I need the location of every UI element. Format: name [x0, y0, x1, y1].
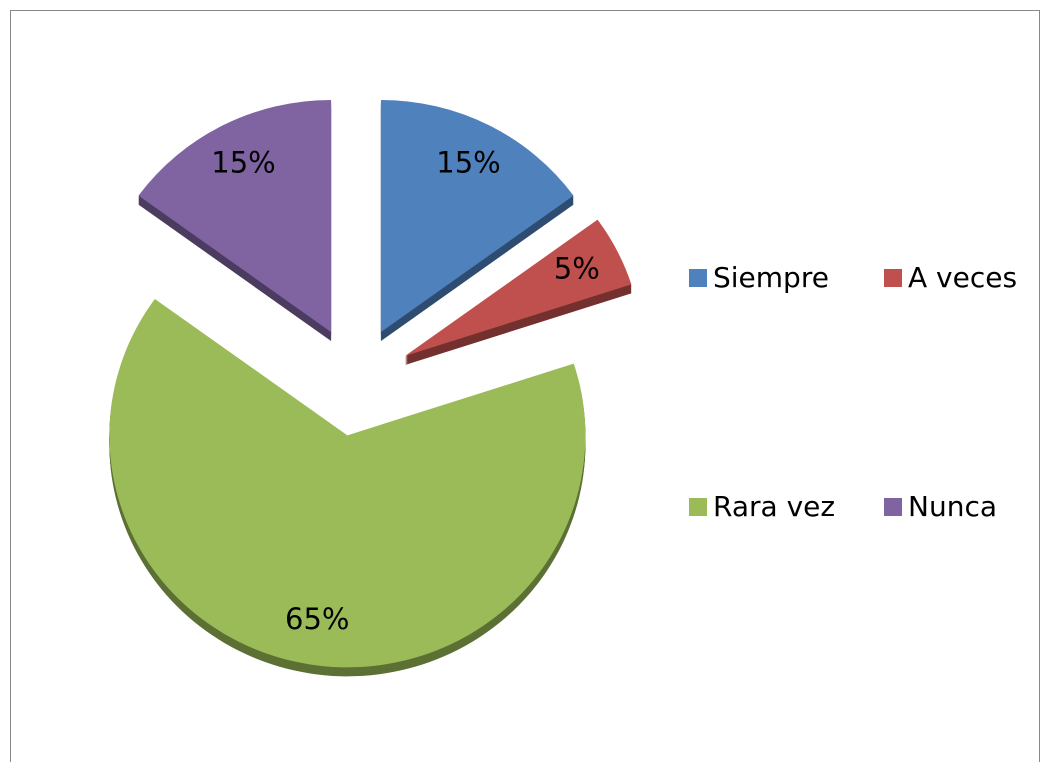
- data-label: 5%: [554, 252, 600, 286]
- pie-slice: [109, 298, 586, 668]
- pie-slice: [405, 219, 632, 357]
- pie-slice: [138, 99, 332, 332]
- pie-slice: [380, 99, 574, 332]
- legend-swatch: [884, 498, 902, 516]
- legend-label: Nunca: [908, 490, 997, 523]
- legend-swatch: [884, 269, 902, 287]
- legend-label: A veces: [908, 261, 1017, 294]
- data-label: 15%: [211, 146, 275, 180]
- legend-label: Rara vez: [713, 490, 835, 523]
- legend-swatch: [689, 498, 707, 516]
- legend-swatch: [689, 269, 707, 287]
- data-label: 65%: [285, 602, 349, 636]
- legend-label: Siempre: [713, 261, 829, 294]
- data-label: 15%: [436, 146, 500, 180]
